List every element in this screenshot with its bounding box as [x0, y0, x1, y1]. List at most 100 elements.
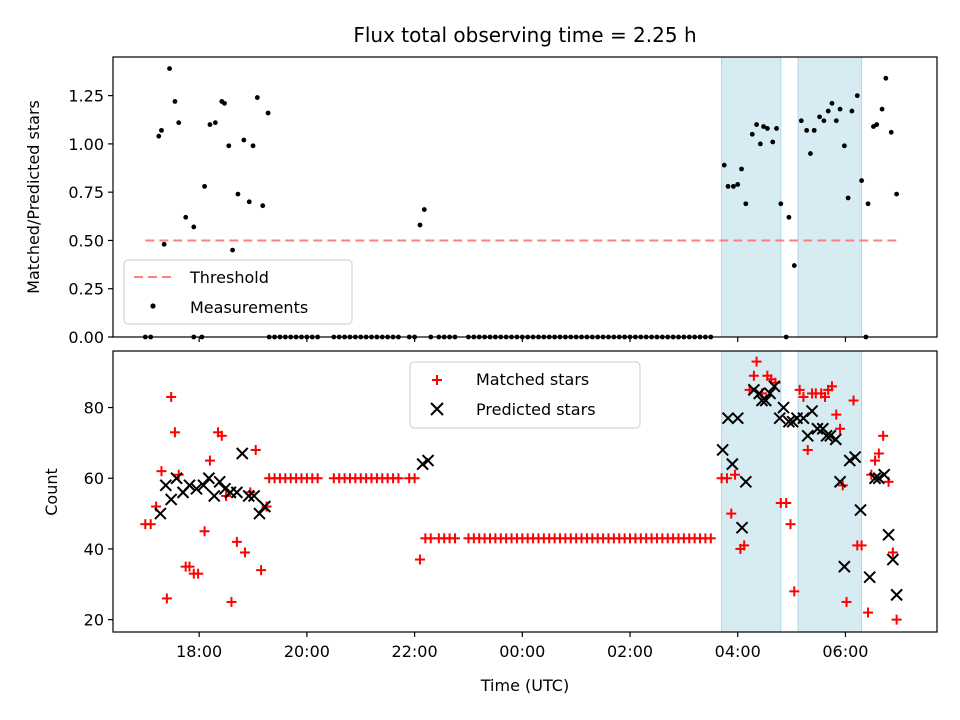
- measurement-point: [230, 247, 235, 253]
- matched-star-point: [789, 586, 800, 597]
- measurement-point: [833, 118, 839, 124]
- matched-star-point: [199, 526, 210, 537]
- predicted-star-point: [716, 443, 729, 457]
- predicted-star-point: [154, 507, 167, 520]
- top-panel: 0.00 0.25 0.50 0.75 1.00 1.25 Matched/Predict…: [24, 56, 938, 347]
- measurement-point: [845, 195, 851, 201]
- matched-star-point: [193, 568, 204, 579]
- top-xticks: [198, 337, 847, 342]
- legend-matched-label: Matched stars: [476, 370, 589, 389]
- ytick-label: 0.25: [68, 280, 104, 299]
- ytick-label: 0.75: [68, 183, 104, 202]
- measurement-point: [159, 127, 164, 133]
- matched-star-point: [751, 356, 762, 367]
- measurement-point: [821, 118, 827, 124]
- legend-threshold-label: Threshold: [189, 268, 269, 287]
- predicted-star-point: [763, 387, 777, 400]
- matched-star-point: [204, 455, 215, 466]
- shaded-interval: [721, 350, 782, 633]
- measurement-point: [749, 131, 755, 137]
- top-shaded-regions: [721, 56, 863, 338]
- predicted-star-point: [868, 472, 882, 485]
- matched-star-point: [261, 501, 272, 512]
- predicted-star-point: [838, 560, 851, 573]
- matched-star-point: [256, 565, 267, 576]
- bottom-legend: Matched stars Predicted stars: [409, 361, 641, 429]
- xtick-label: 20:00: [284, 642, 330, 661]
- measurement-point: [865, 201, 871, 207]
- measurement-point: [854, 93, 860, 99]
- predicted-star-point: [421, 454, 435, 467]
- measurement-point: [250, 143, 256, 149]
- measurement-point: [226, 143, 232, 149]
- bottom-xticks: 18:00 20:00 22:00 00:00 02:00 04:00 06:00: [176, 632, 868, 661]
- matched-star-point: [231, 536, 242, 547]
- matched-star-point: [161, 593, 172, 604]
- predicted-star-point: [208, 489, 221, 503]
- measurement-point: [811, 127, 817, 133]
- matched-star-point: [831, 409, 842, 420]
- ytick-label: 0.50: [68, 231, 104, 250]
- xtick-label: 06:00: [822, 642, 868, 661]
- measurement-point: [770, 139, 776, 145]
- predicted-star-point: [197, 479, 210, 492]
- predicted-star-point: [882, 528, 895, 542]
- matched-star-point: [739, 540, 750, 551]
- measurement-point: [841, 143, 847, 149]
- matched-star-point: [802, 444, 813, 455]
- measurement-point: [176, 120, 182, 126]
- predicted-star-point: [230, 486, 244, 499]
- predicted-star-point: [768, 380, 781, 393]
- bottom-ylabel: Count: [42, 468, 61, 516]
- predicted-star-point: [777, 401, 790, 414]
- predicted-star-point: [726, 457, 739, 471]
- matched-star-point: [705, 533, 716, 544]
- ytick-label: 80: [84, 399, 104, 418]
- matched-star-point: [449, 533, 460, 544]
- matched-star-point: [841, 596, 852, 607]
- matched-star-point: [826, 381, 837, 392]
- shaded-interval: [721, 56, 782, 338]
- measurement-point: [879, 106, 885, 112]
- predicted-star-point: [863, 571, 876, 584]
- matched-star-point: [848, 395, 859, 406]
- measurement-point: [786, 214, 792, 220]
- measurement-point: [739, 166, 744, 172]
- ytick-label: 20: [84, 611, 104, 630]
- measurement-point: [222, 100, 227, 106]
- matched-star-point: [726, 508, 737, 519]
- legend-measurements-label: Measurements: [190, 298, 308, 317]
- measurement-point: [757, 141, 763, 147]
- measurement-point: [183, 214, 189, 220]
- predicted-star-point: [202, 472, 216, 485]
- matched-star-point: [312, 473, 323, 484]
- predicted-star-point: [820, 429, 833, 443]
- measurement-point: [808, 151, 813, 156]
- matched-star-point: [184, 561, 195, 572]
- bottom-shaded-regions: [721, 350, 863, 633]
- measurement-point: [260, 203, 266, 209]
- predicted-star-point: [739, 475, 753, 488]
- predicted-star-point: [848, 450, 862, 464]
- measurement-point: [894, 191, 900, 197]
- matched-star-point: [878, 430, 889, 441]
- xtick-label: 04:00: [715, 642, 761, 661]
- measurement-point: [778, 201, 784, 207]
- predicted-star-point: [854, 503, 867, 517]
- measurement-point: [721, 162, 727, 168]
- xtick-label: 18:00: [176, 642, 222, 661]
- legend-predicted-swatch: [430, 402, 444, 416]
- matched-star-point: [781, 497, 792, 508]
- xtick-label: 22:00: [392, 642, 438, 661]
- measurement-point: [859, 178, 865, 183]
- top-legend-box: [123, 259, 353, 325]
- measurement-point: [764, 126, 770, 131]
- measurement-point: [172, 99, 178, 104]
- matched-star-point: [393, 473, 404, 484]
- predicted-star-point: [872, 472, 886, 485]
- measurement-point: [731, 183, 736, 189]
- measurement-point: [191, 224, 197, 230]
- bottom-yticks: 20 40 60 80: [84, 399, 113, 630]
- measurement-point: [246, 199, 252, 205]
